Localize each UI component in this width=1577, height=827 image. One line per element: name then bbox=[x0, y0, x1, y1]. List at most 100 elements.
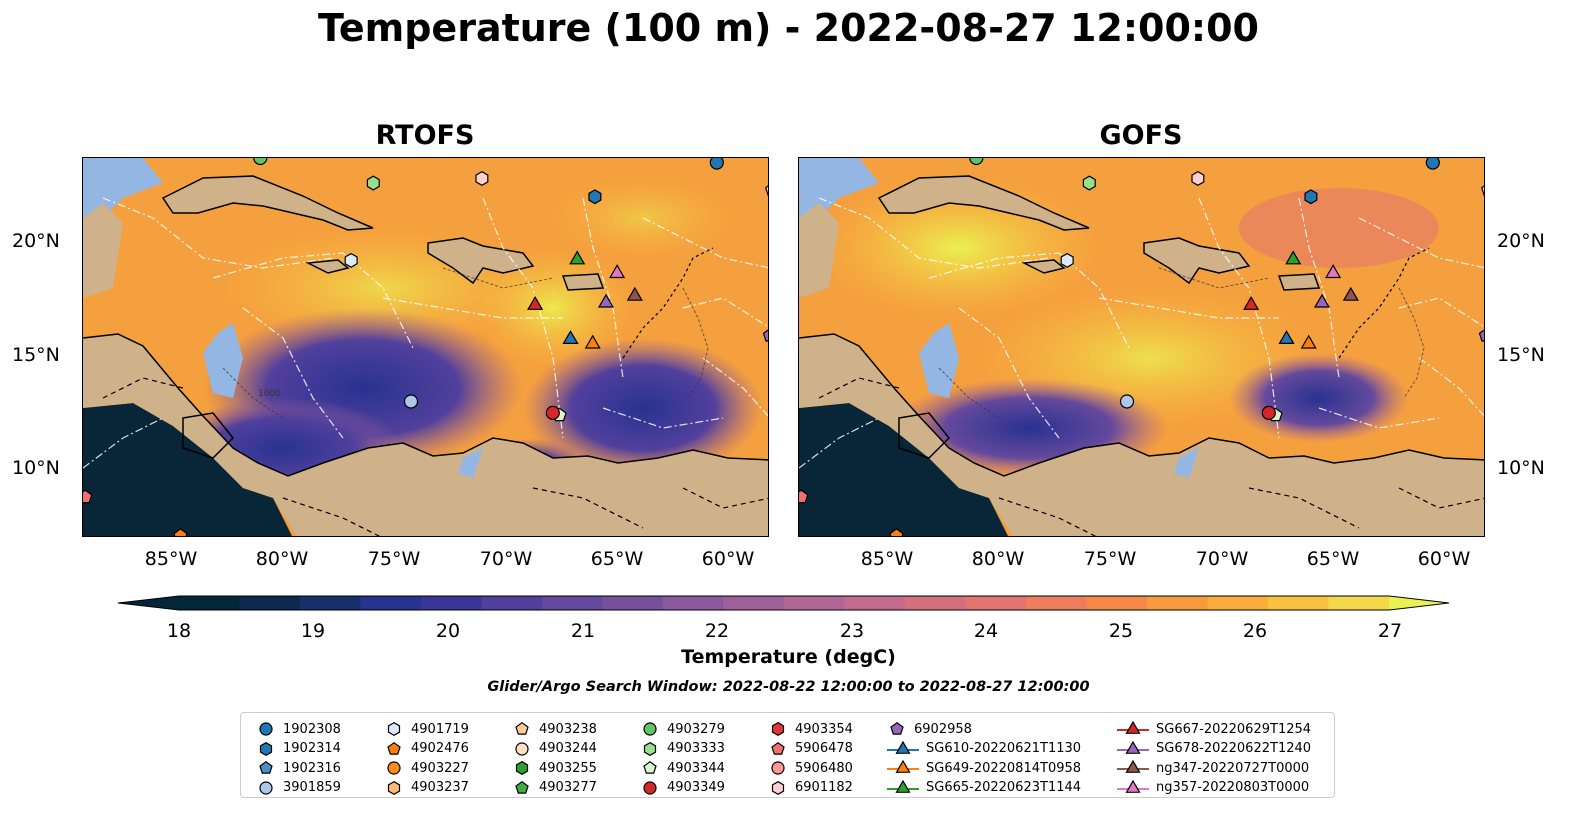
legend-label: 4903237 bbox=[411, 780, 469, 795]
colorbar-band bbox=[723, 596, 785, 610]
observation-marker-ng347-20220727T0000[interactable] bbox=[626, 286, 643, 301]
observation-marker-SG665-20220623T1144[interactable] bbox=[569, 250, 586, 265]
legend-marker-icon bbox=[515, 761, 529, 775]
map-panel-gofs[interactable] bbox=[798, 157, 1485, 537]
colorbar-band bbox=[1026, 596, 1087, 610]
colorbar-band bbox=[1147, 596, 1208, 610]
colorbar-tick-20: 20 bbox=[435, 620, 461, 642]
legend-marker-icon bbox=[887, 779, 919, 793]
observation-marker-ng347-20220727T0000[interactable] bbox=[1342, 286, 1359, 301]
observation-marker-SG649-20220814T0958[interactable] bbox=[584, 334, 601, 349]
legend-entry: 4903279 bbox=[639, 719, 725, 739]
legend-entry: SG649-20220814T0958 bbox=[886, 758, 1081, 778]
observation-marker-1902308[interactable] bbox=[1425, 158, 1440, 170]
legend-entry: 4903349 bbox=[639, 778, 725, 798]
lat-label-15n-left: 15°N bbox=[12, 344, 60, 366]
lon-label-70w: 70°W bbox=[1195, 548, 1249, 570]
observation-marker-4903238[interactable] bbox=[1480, 183, 1485, 197]
legend-marker-icon bbox=[259, 780, 273, 795]
observation-marker-SG610-20220621T1130[interactable] bbox=[562, 330, 579, 344]
legend-marker-icon bbox=[643, 741, 657, 756]
observation-marker-1902314[interactable] bbox=[588, 189, 602, 205]
legend-label: 4903244 bbox=[539, 741, 597, 756]
colorbar-band bbox=[965, 596, 1027, 610]
legend-marker-icon bbox=[887, 740, 919, 754]
colorbar-tick-27: 27 bbox=[1377, 620, 1403, 642]
colorbar-tick-21: 21 bbox=[570, 620, 596, 642]
observation-marker-5906478[interactable] bbox=[799, 489, 809, 504]
colorbar-band bbox=[542, 596, 603, 610]
observation-marker-6901182[interactable] bbox=[1191, 171, 1205, 186]
legend-label: 1902314 bbox=[283, 741, 341, 756]
observation-marker-SG665-20220623T1144[interactable] bbox=[1285, 250, 1302, 265]
observation-marker-4901719[interactable] bbox=[1060, 252, 1074, 268]
observation-marker-4903333[interactable] bbox=[366, 175, 380, 191]
observation-marker-4903349[interactable] bbox=[1261, 405, 1276, 420]
legend-marker-icon bbox=[643, 780, 657, 795]
legend-entry: 5906480 bbox=[767, 758, 853, 778]
map-panel-rtofs[interactable]: 1000 bbox=[82, 157, 769, 537]
lon-label-75w: 75°W bbox=[367, 548, 421, 570]
legend-marker-icon bbox=[259, 722, 273, 736]
legend-label: 4903279 bbox=[667, 721, 725, 737]
legend-label: 4901719 bbox=[411, 721, 469, 737]
observation-markers-gofs[interactable] bbox=[799, 158, 1485, 537]
legend-entry: 4903227 bbox=[383, 758, 469, 778]
observation-marker-1902314[interactable] bbox=[1304, 189, 1318, 205]
legend-entry: 4903344 bbox=[639, 758, 725, 778]
observation-marker-SG678-20220622T1240[interactable] bbox=[597, 293, 615, 308]
observation-marker-4902476[interactable] bbox=[889, 528, 904, 537]
colorbar-band bbox=[239, 596, 301, 610]
legend-label: 6902958 bbox=[914, 721, 972, 737]
observation-marker-3901859[interactable] bbox=[1119, 394, 1135, 409]
observation-marker-6901182[interactable] bbox=[475, 171, 489, 186]
legend-marker-icon bbox=[387, 741, 401, 755]
legend-entry: 4903333 bbox=[639, 739, 725, 759]
legend-entry: 3901859 bbox=[255, 778, 341, 798]
legend-label: 3901859 bbox=[283, 780, 341, 795]
legend-label: 5906478 bbox=[795, 741, 853, 756]
observation-marker-5906478[interactable] bbox=[83, 489, 93, 504]
colorbar-band bbox=[421, 596, 482, 610]
observation-marker-3901859[interactable] bbox=[403, 394, 419, 409]
observation-marker-4903279[interactable] bbox=[969, 158, 984, 166]
legend-label: 4903255 bbox=[539, 760, 597, 776]
legend-marker-icon bbox=[1117, 720, 1149, 734]
colorbar-band bbox=[1268, 596, 1329, 610]
observation-marker-4903238[interactable] bbox=[764, 183, 769, 197]
observation-marker-6902958[interactable] bbox=[1478, 329, 1486, 342]
lon-label-80w: 80°W bbox=[971, 548, 1025, 570]
legend-marker-icon bbox=[643, 722, 657, 736]
observation-marker-4903333[interactable] bbox=[1082, 175, 1096, 191]
observation-marker-4903279[interactable] bbox=[253, 158, 268, 166]
observation-marker-SG649-20220814T0958[interactable] bbox=[1300, 334, 1317, 349]
colorbar-band bbox=[784, 596, 845, 610]
observation-marker-4903349[interactable] bbox=[545, 405, 560, 420]
observation-marker-1902308[interactable] bbox=[709, 158, 724, 170]
observation-marker-ng357-20220803T0000[interactable] bbox=[1325, 264, 1342, 279]
legend-marker-icon bbox=[890, 721, 904, 735]
observation-marker-4901719[interactable] bbox=[344, 252, 358, 268]
observation-marker-SG678-20220622T1240[interactable] bbox=[1313, 293, 1331, 308]
observation-marker-SG667-20220629T1254[interactable] bbox=[1243, 295, 1260, 310]
legend-marker-icon bbox=[887, 759, 919, 773]
observation-marker-4902476[interactable] bbox=[173, 528, 188, 537]
observation-marker-SG667-20220629T1254[interactable] bbox=[527, 295, 544, 310]
legend-label: 4903333 bbox=[667, 741, 725, 756]
observation-marker-SG610-20220621T1130[interactable] bbox=[1278, 330, 1295, 344]
legend-marker-icon bbox=[515, 741, 529, 756]
legend-label: SG610-20220621T1130 bbox=[926, 741, 1082, 756]
colorbar-band bbox=[179, 596, 240, 610]
observation-marker-ng357-20220803T0000[interactable] bbox=[609, 264, 626, 279]
colorbar-band bbox=[300, 596, 361, 610]
legend-marker-icon bbox=[771, 761, 785, 775]
legend-label: 1902308 bbox=[283, 721, 341, 737]
lat-label-20n-right: 20°N bbox=[1497, 230, 1545, 252]
legend-label: ng357-20220803T0000 bbox=[1156, 780, 1310, 795]
legend-entry: 6902958 bbox=[886, 719, 972, 739]
legend-label: 6901182 bbox=[795, 780, 853, 795]
observation-marker-6902958[interactable] bbox=[762, 329, 770, 342]
contour-label: 1000 bbox=[258, 389, 281, 399]
legend-entry: SG667-20220629T1254 bbox=[1116, 719, 1311, 739]
observation-markers-rtofs[interactable] bbox=[83, 158, 769, 537]
